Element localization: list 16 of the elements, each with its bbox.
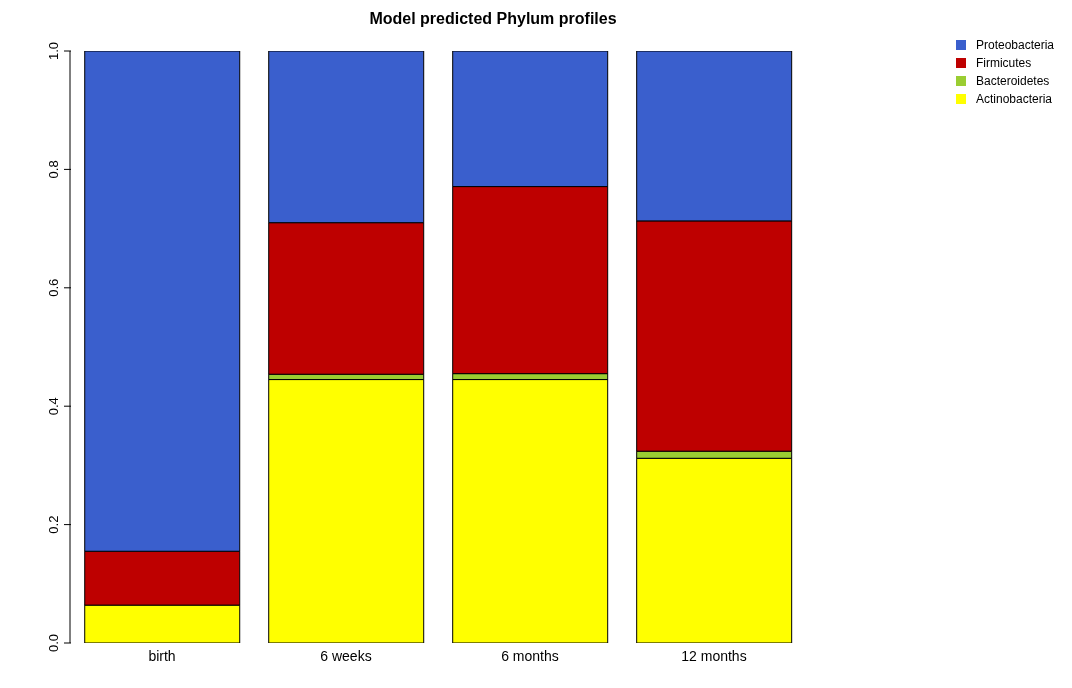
y-tick-label: 0.8	[46, 160, 61, 179]
legend-label: Bacteroidetes	[975, 73, 1050, 90]
y-tick-label: 1.0	[46, 41, 61, 61]
x-tick-label: 6 months	[501, 647, 559, 664]
y-tick-label: 0.4	[46, 397, 61, 416]
y-tick-label: 0.6	[46, 278, 61, 297]
legend-label: Firmicutes	[975, 55, 1032, 72]
chart-title: Model predicted Phylum profiles	[368, 10, 618, 28]
x-tick-label: birth	[148, 647, 176, 664]
x-tick-label: 6 weeks	[320, 647, 372, 664]
legend-label: Actinobacteria	[975, 91, 1052, 108]
bar	[268, 379, 425, 643]
text: Proteobacteria	[975, 37, 1054, 54]
y-tick-label: 0.0	[46, 633, 61, 653]
x-tick-label: 12 months	[681, 647, 747, 664]
y-tick-label: 0.2	[46, 515, 61, 534]
